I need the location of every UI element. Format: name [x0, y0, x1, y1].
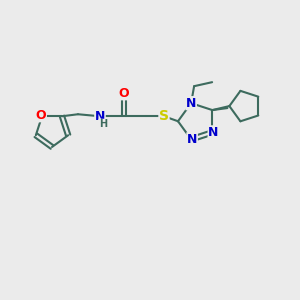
- Text: N: N: [187, 133, 197, 146]
- Text: O: O: [36, 109, 46, 122]
- Text: O: O: [119, 87, 129, 100]
- Text: H: H: [99, 119, 107, 129]
- Text: N: N: [186, 97, 196, 110]
- Text: N: N: [208, 126, 219, 139]
- Text: N: N: [95, 110, 105, 123]
- Text: S: S: [159, 109, 169, 123]
